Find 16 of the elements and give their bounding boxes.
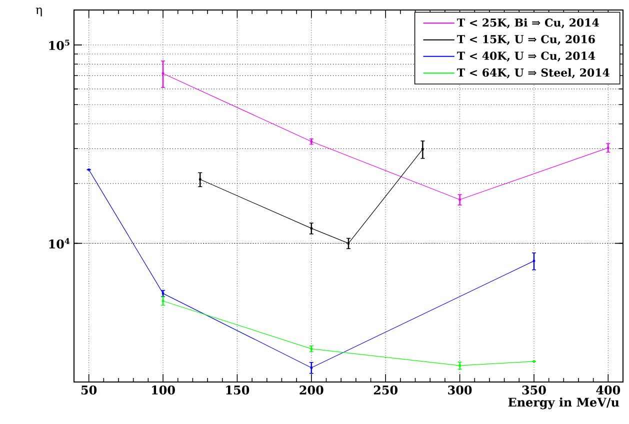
y-tick-label: 10$^{4}$: [49, 238, 70, 249]
legend-label: T < 64K, U ⇒ Steel, 2014: [457, 68, 610, 78]
x-tick-label: 250: [374, 386, 398, 395]
legend-label: T < 40K, U ⇒ Cu, 2014: [457, 52, 596, 62]
legend-label: T < 25K, Bi ⇒ Cu, 2014: [457, 18, 599, 28]
x-axis-title: Energy in MeV/u: [508, 397, 620, 410]
x-tick-label: 200: [300, 386, 324, 395]
legend-label: T < 15K, U ⇒ Cu, 2016: [457, 35, 595, 45]
x-tick-label: 400: [596, 386, 620, 395]
x-tick-label: 150: [226, 386, 250, 395]
x-tick-label: 100: [152, 386, 175, 395]
y-tick-label: 10$^{5}$: [49, 40, 70, 50]
y-axis-title: η: [36, 8, 42, 16]
x-tick-label: 300: [448, 386, 472, 395]
x-tick-label: 350: [522, 386, 546, 395]
x-tick-label: 50: [82, 386, 97, 395]
